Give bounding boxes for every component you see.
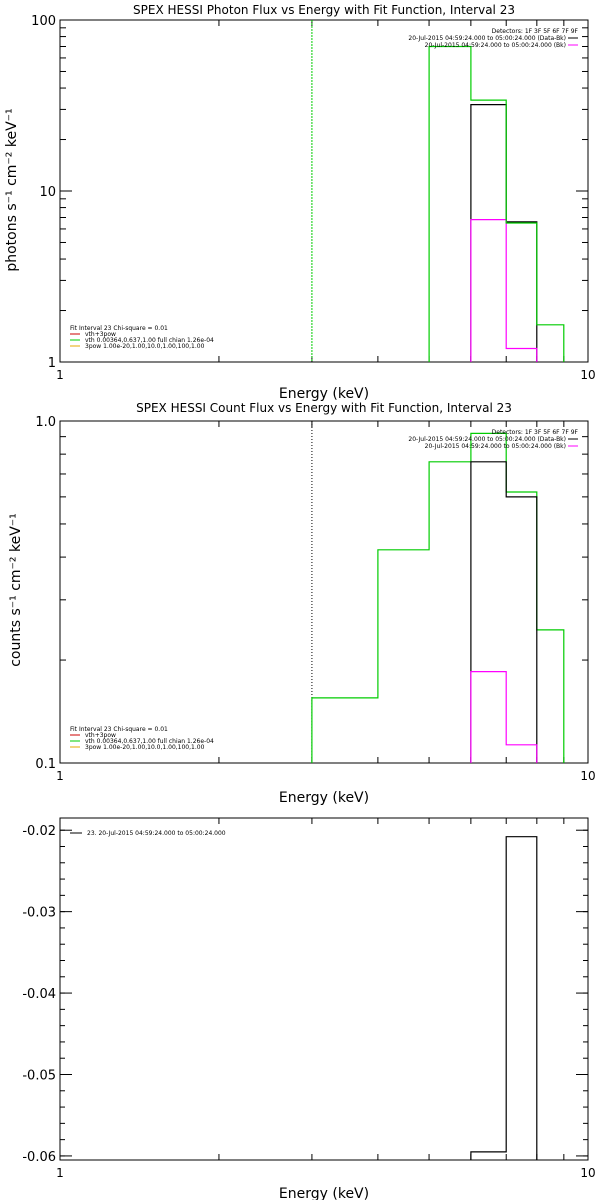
legend-detectors: Detectors: 1F 3F 5F 6F 7F 9F bbox=[492, 28, 579, 35]
series-line-3 bbox=[470, 671, 538, 763]
y-tick-label: -0.04 bbox=[22, 987, 56, 1002]
y-tick-label: 100 bbox=[31, 14, 56, 29]
series-line-1 bbox=[311, 432, 565, 763]
plot-frame bbox=[59, 19, 589, 363]
y-tick-label: 1.0 bbox=[35, 415, 56, 430]
photon-flux-y-axis-label: photons s⁻¹ cm⁻² keV⁻¹ bbox=[4, 108, 20, 271]
legend-entry: 20-Jul-2015 04:59:24.000 to 05:00:24.000… bbox=[425, 42, 566, 49]
legend-detectors: Detectors: 1F 3F 5F 6F 7F 9F bbox=[492, 429, 579, 436]
legend-entry: vth 0.00364,0.637,1.00 full chian 1.26e-… bbox=[85, 738, 214, 745]
photon-flux-panel: SPEX HESSI Photon Flux vs Energy with Fi… bbox=[4, 3, 596, 402]
series-line-3 bbox=[428, 45, 565, 362]
plot-frame bbox=[59, 817, 589, 1161]
count-flux-panel: SPEX HESSI Count Flux vs Energy with Fit… bbox=[8, 401, 596, 806]
y-tick-label: -0.05 bbox=[22, 1069, 56, 1084]
series-line-1 bbox=[470, 104, 538, 362]
y-tick-label: -0.02 bbox=[22, 824, 56, 839]
legend-entry: vth+3pow bbox=[85, 331, 116, 338]
series-line-1 bbox=[470, 836, 538, 1160]
legend-entry: 23. 20-Jul-2015 04:59:24.000 to 05:00:24… bbox=[87, 830, 226, 837]
y-tick-label: 1 bbox=[48, 356, 56, 371]
x-tick-label: 1 bbox=[56, 368, 64, 382]
legend-entry: vth+3pow bbox=[85, 732, 116, 739]
photon-flux-title: SPEX HESSI Photon Flux vs Energy with Fi… bbox=[133, 3, 515, 17]
y-tick-label: 0.1 bbox=[35, 757, 56, 772]
y-tick-label: -0.06 bbox=[22, 1150, 56, 1165]
y-tick-label: 10 bbox=[39, 185, 56, 200]
legend-entry: vth 0.00364,0.637,1.00 full chian 1.26e-… bbox=[85, 337, 214, 344]
count-flux-y-axis-label: counts s⁻¹ cm⁻² keV⁻¹ bbox=[8, 513, 24, 667]
legend-entry: 20-Jul-2015 04:59:24.000 to 05:00:24.000… bbox=[408, 436, 566, 443]
residual-panel: Energy (keV) 1 10 -0.02 -0.03 -0.04 -0.05 -0.0… bbox=[22, 817, 596, 1200]
x-tick-label: 1 bbox=[56, 1166, 64, 1180]
legend-entry: 20-Jul-2015 04:59:24.000 to 05:00:24.000… bbox=[408, 35, 566, 42]
photon-flux-x-axis-label: Energy (keV) bbox=[279, 386, 369, 402]
x-tick-label: 1 bbox=[56, 769, 64, 783]
legend-entry: 3pow 1.00e-20,1.00,10.0,1.00,100,1.00 bbox=[85, 744, 205, 751]
x-tick-label: 10 bbox=[580, 769, 595, 783]
series-line-2 bbox=[470, 461, 538, 763]
count-flux-title: SPEX HESSI Count Flux vs Energy with Fit… bbox=[136, 401, 512, 415]
y-tick-label: -0.03 bbox=[22, 906, 56, 921]
legend-fit-info: Fit Interval 23 Chi-square = 0.01 bbox=[70, 726, 168, 733]
count-flux-x-axis-label: Energy (keV) bbox=[279, 790, 369, 806]
x-tick-label: 10 bbox=[580, 368, 595, 382]
legend-entry: 20-Jul-2015 04:59:24.000 to 05:00:24.000… bbox=[425, 443, 566, 450]
x-tick-label: 10 bbox=[580, 1166, 595, 1180]
legend-fit-info: Fit Interval 23 Chi-square = 0.01 bbox=[70, 325, 168, 332]
plot-frame bbox=[59, 420, 589, 764]
residual-x-axis-label: Energy (keV) bbox=[279, 1186, 369, 1200]
series-line-2 bbox=[470, 219, 538, 362]
legend-entry: 3pow 1.00e-20,1.00,10.0,1.00,100,1.00 bbox=[85, 343, 205, 350]
